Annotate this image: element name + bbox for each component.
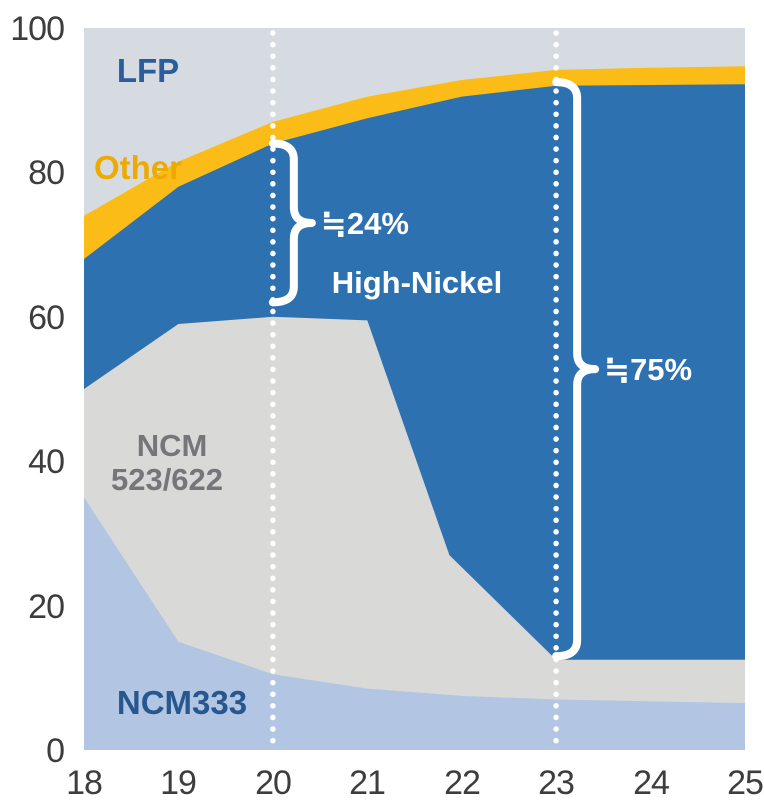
stacked-areas (84, 66, 745, 751)
series-label-ncm523-line1: NCM (137, 428, 208, 463)
area-ncm333 (84, 497, 745, 750)
x-tick-18: 18 (66, 764, 102, 802)
y-tick-20: 20 (28, 588, 64, 626)
annotation-braces (268, 78, 600, 661)
brace-75-percent (552, 78, 600, 661)
y-tick-60: 60 (28, 299, 64, 337)
y-axis-ticks: 100 80 60 40 20 0 (10, 10, 65, 770)
x-tick-24: 24 (633, 764, 669, 802)
y-tick-40: 40 (28, 443, 64, 481)
x-tick-19: 19 (160, 764, 196, 802)
brace-label-75-percent: ≒75% (604, 352, 692, 387)
area-ncm523-622 (84, 316, 745, 750)
y-tick-100: 100 (10, 10, 64, 48)
y-tick-80: 80 (28, 154, 64, 192)
dotted-reference-lines (270, 30, 559, 750)
x-tick-20: 20 (255, 764, 291, 802)
series-label-high-nickel: High-Nickel (332, 265, 503, 300)
series-label-other: Other (94, 149, 182, 186)
brace-label-24-percent: ≒24% (321, 206, 409, 241)
series-label-lfp: LFP (117, 52, 179, 89)
x-tick-25: 25 (727, 764, 763, 802)
series-label-ncm333: NCM333 (117, 684, 247, 721)
x-tick-21: 21 (349, 764, 385, 802)
x-tick-23: 23 (538, 764, 574, 802)
x-tick-22: 22 (444, 764, 480, 802)
y-tick-0: 0 (46, 732, 64, 770)
x-axis-ticks: 18 19 20 21 22 23 24 25 (66, 764, 764, 802)
series-label-ncm523-line2: 523/622 (111, 462, 223, 497)
brace-24-percent (268, 139, 316, 307)
